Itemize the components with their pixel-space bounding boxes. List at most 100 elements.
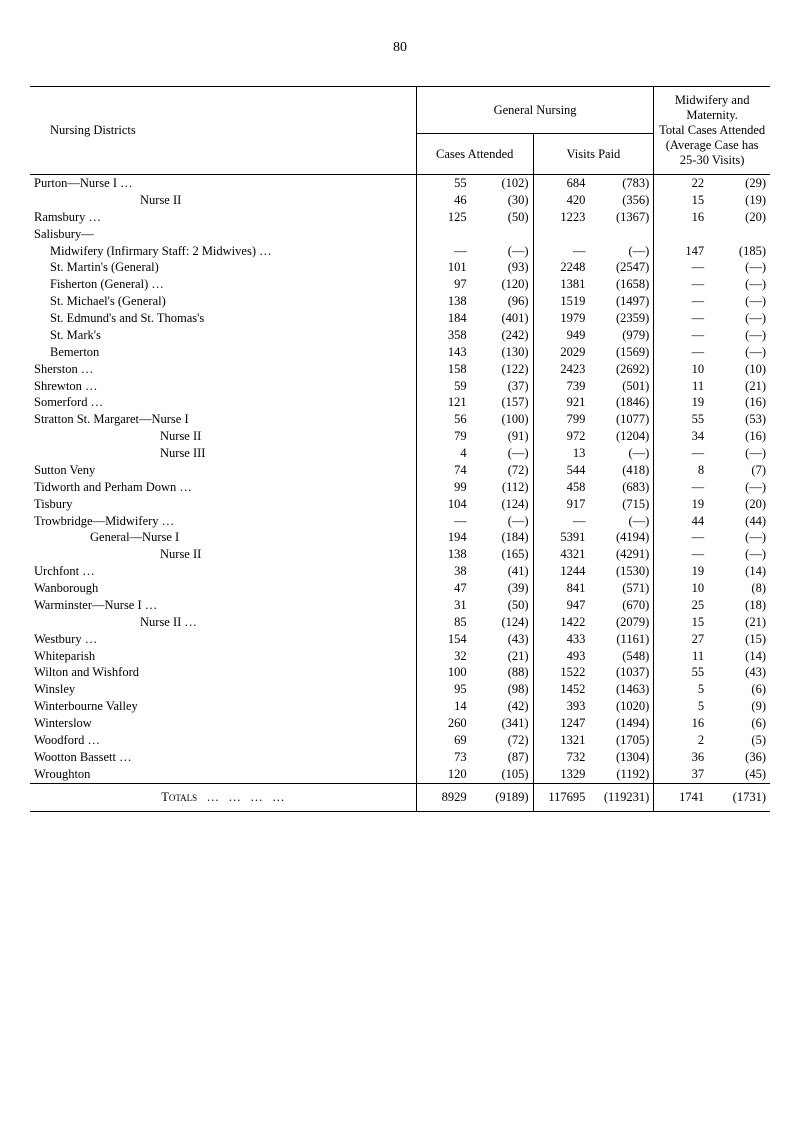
cell-c: 56 [416, 411, 470, 428]
cell-mp: (6) [708, 715, 770, 732]
cell-m: 25 [654, 597, 708, 614]
cell-v: 841 [533, 580, 589, 597]
cell-c: 143 [416, 344, 470, 361]
cell-vp: (1705) [589, 732, 653, 749]
cell-m: 10 [654, 580, 708, 597]
cell-vp: (418) [589, 462, 653, 479]
table-row: Nurse II79(91)972(1204)34(16) [30, 428, 770, 445]
cell-vp: (4291) [589, 546, 653, 563]
table-row: St. Martin's (General)101(93)2248(2547)—… [30, 259, 770, 276]
table-row: Tidworth and Perham Down …99(112)458(683… [30, 479, 770, 496]
cell-cp: (72) [471, 732, 533, 749]
table-row: Nurse II46(30)420(356)15(19) [30, 192, 770, 209]
table-row: Ramsbury …125(50)1223(1367)16(20) [30, 209, 770, 226]
cell-m: — [654, 293, 708, 310]
cell-m: 5 [654, 681, 708, 698]
cell-cp: (401) [471, 310, 533, 327]
cell-mp: (45) [708, 766, 770, 783]
cell-cp: (30) [471, 192, 533, 209]
cell-m: 16 [654, 209, 708, 226]
row-name: Bemerton [30, 344, 416, 361]
table-row: Midwifery (Infirmary Staff: 2 Midwives) … [30, 243, 770, 260]
cell-c: 74 [416, 462, 470, 479]
cell-vp: (2079) [589, 614, 653, 631]
cell-mp: (9) [708, 698, 770, 715]
cell-vp: (571) [589, 580, 653, 597]
table-row: Somerford …121(157)921(1846)19(16) [30, 394, 770, 411]
row-name: Whiteparish [30, 648, 416, 665]
cell-c: 46 [416, 192, 470, 209]
cell-m: 2 [654, 732, 708, 749]
cell-v: 544 [533, 462, 589, 479]
cell-m: 55 [654, 664, 708, 681]
row-name: Nurse III [30, 445, 416, 462]
cell-cp: (37) [471, 378, 533, 395]
table-row: Wilton and Wishford100(88)1522(1037)55(4… [30, 664, 770, 681]
cell-cp: (98) [471, 681, 533, 698]
cell-c: 14 [416, 698, 470, 715]
cell-mp: (36) [708, 749, 770, 766]
row-name: Tisbury [30, 496, 416, 513]
cell-cp: (242) [471, 327, 533, 344]
cell-cp: (—) [471, 445, 533, 462]
table-row: Sherston …158(122)2423(2692)10(10) [30, 361, 770, 378]
cell-cp [471, 226, 533, 243]
cell-c [416, 226, 470, 243]
cell-m: 8 [654, 462, 708, 479]
row-name: Purton—Nurse I … [30, 175, 416, 192]
cell-mp: (14) [708, 648, 770, 665]
cell-mp: (16) [708, 428, 770, 445]
cell-mp: (21) [708, 378, 770, 395]
row-name: Stratton St. Margaret—Nurse I [30, 411, 416, 428]
cell-c: 138 [416, 546, 470, 563]
cell-cp: (39) [471, 580, 533, 597]
row-name: Wootton Bassett … [30, 749, 416, 766]
row-name: Sutton Veny [30, 462, 416, 479]
cell-c: 97 [416, 276, 470, 293]
cell-v: 739 [533, 378, 589, 395]
cell-cp: (130) [471, 344, 533, 361]
cell-cp: (165) [471, 546, 533, 563]
row-name: Westbury … [30, 631, 416, 648]
table-row: St. Mark's358(242)949(979)—(—) [30, 327, 770, 344]
cell-cp: (341) [471, 715, 533, 732]
row-name: St. Martin's (General) [30, 259, 416, 276]
cell-cp: (112) [471, 479, 533, 496]
cell-m: 10 [654, 361, 708, 378]
table-row: Nurse II138(165)4321(4291)—(—) [30, 546, 770, 563]
cell-c: 104 [416, 496, 470, 513]
cell-m: 55 [654, 411, 708, 428]
cell-vp: (979) [589, 327, 653, 344]
cell-mp: (—) [708, 546, 770, 563]
cell-c: 4 [416, 445, 470, 462]
cell-vp: (783) [589, 175, 653, 192]
table-row: Fisherton (General) …97(120)1381(1658)—(… [30, 276, 770, 293]
row-name: Sherston … [30, 361, 416, 378]
row-name: Nurse II [30, 546, 416, 563]
cell-m: 36 [654, 749, 708, 766]
cell-c: 55 [416, 175, 470, 192]
table-row: Winterslow260(341)1247(1494)16(6) [30, 715, 770, 732]
cell-m: — [654, 529, 708, 546]
row-name: Salisbury— [30, 226, 416, 243]
cell-v: 493 [533, 648, 589, 665]
cell-vp: (1569) [589, 344, 653, 361]
cell-c: 121 [416, 394, 470, 411]
row-name: St. Michael's (General) [30, 293, 416, 310]
cell-c: 73 [416, 749, 470, 766]
cell-v: 5391 [533, 529, 589, 546]
cell-vp: (1658) [589, 276, 653, 293]
cell-m: 19 [654, 496, 708, 513]
cell-v: — [533, 243, 589, 260]
cell-vp: (1077) [589, 411, 653, 428]
cell-v: 1519 [533, 293, 589, 310]
cell-c: 69 [416, 732, 470, 749]
cell-cp: (—) [471, 243, 533, 260]
cell-m: — [654, 546, 708, 563]
cell-vp: (1161) [589, 631, 653, 648]
cell-cp: (100) [471, 411, 533, 428]
cell-c: 158 [416, 361, 470, 378]
cell-v: 1522 [533, 664, 589, 681]
table-row: Nurse III4(—)13(—)—(—) [30, 445, 770, 462]
row-name: Tidworth and Perham Down … [30, 479, 416, 496]
